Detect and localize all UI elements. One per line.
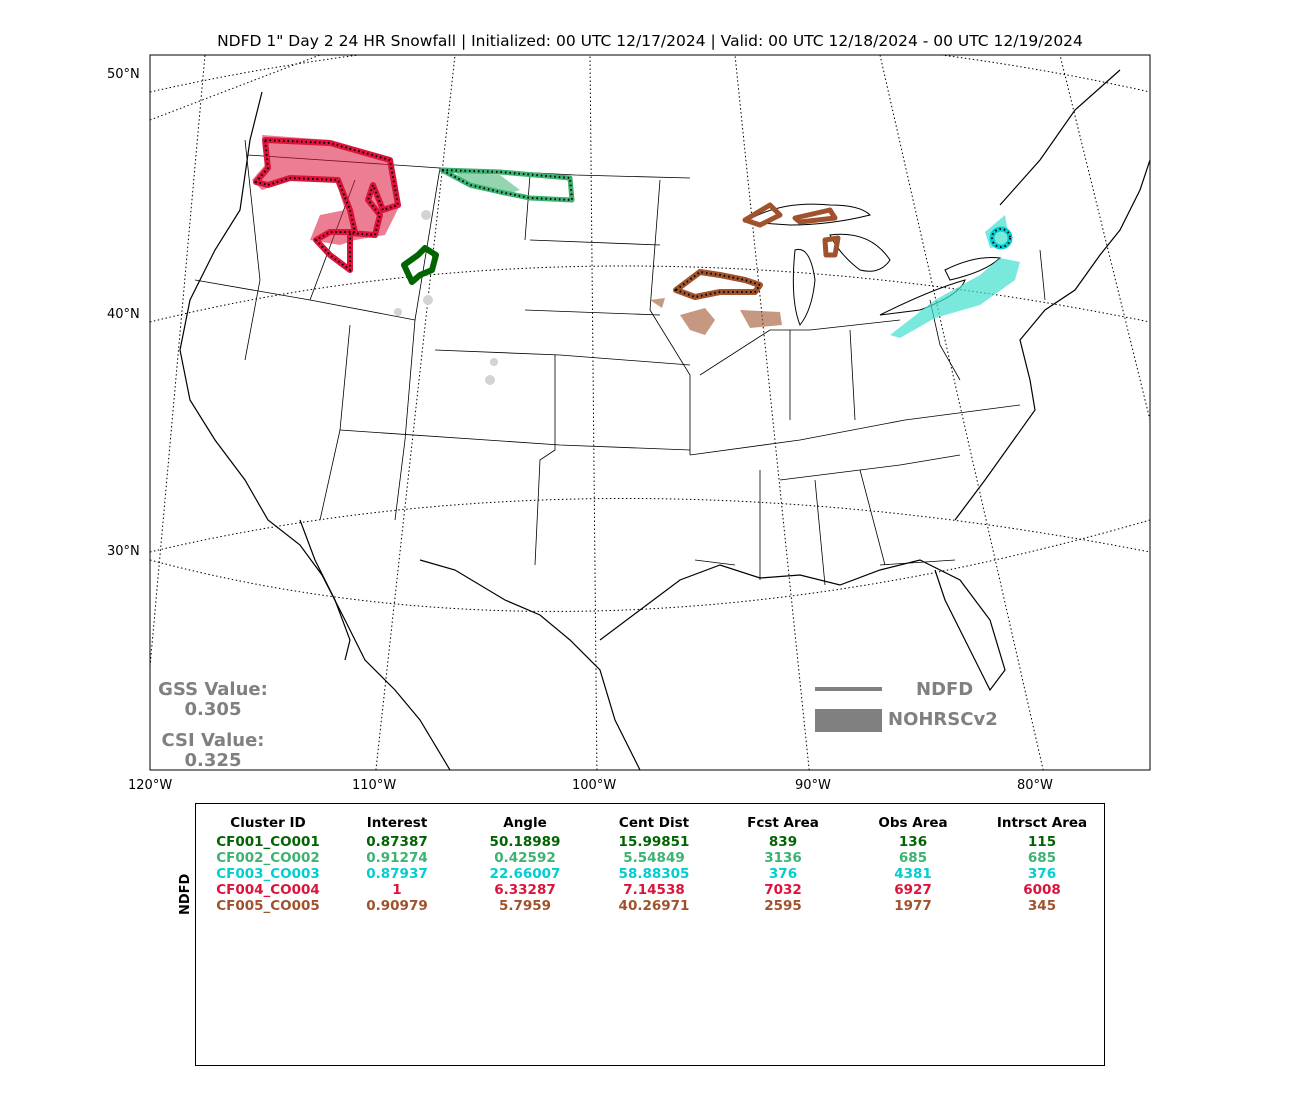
table-cell: 376 <box>1027 866 1057 882</box>
table-cell: 5.7959 <box>498 898 552 914</box>
table-cell: 685 <box>1027 850 1057 866</box>
table-cell: 0.91274 <box>366 850 428 866</box>
table-cell: 7.14538 <box>623 882 685 898</box>
table-cell: 58.88305 <box>618 866 690 882</box>
lon-tick-80: 80°W <box>1017 778 1053 793</box>
table-cell: 2595 <box>764 898 802 914</box>
table-cell: CF002_CO002 <box>216 850 320 866</box>
fcst-cluster-5c <box>792 207 838 225</box>
obs-unmatched <box>394 210 498 385</box>
fcst-cluster-1 <box>401 245 439 285</box>
obs-cluster-5 <box>680 308 715 335</box>
fcst-cluster-5b <box>742 202 783 228</box>
legend-ndfd-label: NDFD <box>916 679 974 700</box>
table-cell: 7032 <box>764 882 802 898</box>
csi-label: CSI Value: <box>161 730 265 751</box>
obs-clusters <box>252 135 1020 385</box>
table-side-label: NDFD <box>178 873 193 915</box>
table-cell: 839 <box>768 834 798 850</box>
table-header: Cluster ID <box>230 815 306 831</box>
table-cell: 136 <box>898 834 928 850</box>
table-header: Cent Dist <box>618 815 690 831</box>
fcst-cluster-5d <box>822 235 841 258</box>
fcst-cluster-dots <box>254 138 1011 299</box>
table-cell: 0.42592 <box>494 850 556 866</box>
table-cell: 6008 <box>1023 882 1061 898</box>
table-cell: 376 <box>768 866 798 882</box>
table-cell: 685 <box>898 850 928 866</box>
table-cell: CF003_CO003 <box>216 866 320 882</box>
lon-tick-110: 110°W <box>352 778 397 793</box>
table-header: Fcst Area <box>747 815 819 831</box>
table-cell: 50.18989 <box>489 834 561 850</box>
table-cell: 115 <box>1027 834 1057 850</box>
lon-tick-100: 100°W <box>572 778 617 793</box>
table-cell: 0.90979 <box>366 898 428 914</box>
table-cell: 15.99851 <box>618 834 690 850</box>
table-cell: 0.87937 <box>366 866 428 882</box>
table-header: Interest <box>366 815 428 831</box>
table-header: Angle <box>503 815 547 831</box>
lat-tick-50: 50°N <box>107 67 140 82</box>
table-cell: 22.66007 <box>489 866 561 882</box>
table-cell: 0.87387 <box>366 834 428 850</box>
obs-cluster-3 <box>890 258 1020 338</box>
table-cell: 3136 <box>764 850 802 866</box>
table-cell: 1 <box>392 882 402 898</box>
table-cell: CF005_CO005 <box>216 898 320 914</box>
table-cell: 345 <box>1027 898 1057 914</box>
table-header: Obs Area <box>878 815 948 831</box>
table-cell: 40.26971 <box>618 898 690 914</box>
table-cell: 5.54849 <box>623 850 685 866</box>
table-cell: 6927 <box>894 882 932 898</box>
graticule <box>150 55 1150 770</box>
table-cell: 4381 <box>894 866 932 882</box>
lat-tick-30: 30°N <box>107 544 140 559</box>
coastline <box>179 69 1150 770</box>
lon-tick-90: 90°W <box>795 778 831 793</box>
obs-cluster-2 <box>455 172 520 195</box>
obs-cluster-4 <box>252 135 400 245</box>
lon-tick-120: 120°W <box>128 778 173 793</box>
obs-cluster-5c <box>650 298 665 308</box>
csi-value: 0.325 <box>184 750 242 771</box>
legend-nohrsc-label: NOHRSCv2 <box>888 709 998 730</box>
table-cell: 1977 <box>894 898 932 914</box>
fcst-cluster-5 <box>673 269 763 300</box>
table-header: Intrsct Area <box>996 815 1088 831</box>
stats-table <box>195 803 1105 1066</box>
gss-value: 0.305 <box>184 699 242 720</box>
table-cell: CF004_CO004 <box>216 882 320 898</box>
table-cell: 6.33287 <box>494 882 556 898</box>
map-frame <box>149 54 1151 771</box>
legend-fill-swatch <box>815 709 882 732</box>
table-cell: CF001_CO001 <box>216 834 320 850</box>
obs-cluster-5b <box>740 310 782 328</box>
lat-tick-40: 40°N <box>107 307 140 322</box>
state-boundaries <box>194 139 1046 586</box>
map-title: NDFD 1" Day 2 24 HR Snowfall | Initializ… <box>217 32 1083 50</box>
gss-label: GSS Value: <box>158 679 268 700</box>
